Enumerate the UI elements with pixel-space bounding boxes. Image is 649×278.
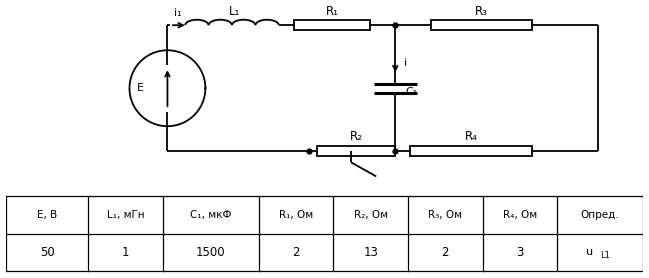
Text: i₁: i₁ [174, 8, 181, 18]
Bar [410, 146, 532, 156]
Text: R₃: R₃ [475, 5, 488, 18]
Text: R₁: R₁ [325, 5, 339, 18]
Text: L1: L1 [600, 251, 610, 260]
Text: C₁, мкФ: C₁, мкФ [190, 210, 232, 220]
Text: R₁, Ом: R₁, Ом [279, 210, 313, 220]
Text: L₁, мГн: L₁, мГн [106, 210, 144, 220]
Text: E, В: E, В [37, 210, 58, 220]
Text: E: E [138, 83, 144, 93]
Bar [317, 146, 395, 156]
Text: 13: 13 [363, 246, 378, 259]
Text: 3: 3 [516, 246, 524, 259]
Text: u: u [587, 247, 594, 257]
Text: Опред.: Опред. [581, 210, 619, 220]
Bar [431, 20, 532, 30]
Text: R₂, Ом: R₂, Ом [354, 210, 387, 220]
Text: C₁: C₁ [406, 86, 417, 96]
Text: 2: 2 [441, 246, 449, 259]
Text: 1500: 1500 [196, 246, 226, 259]
Text: 2: 2 [292, 246, 300, 259]
Text: 1: 1 [122, 246, 129, 259]
Text: L₁: L₁ [229, 5, 240, 18]
Text: R₂: R₂ [350, 130, 362, 143]
Text: R₄, Ом: R₄, Ом [503, 210, 537, 220]
Text: R₄: R₄ [465, 130, 478, 143]
Text: i: i [404, 58, 408, 68]
Bar [294, 20, 370, 30]
Text: 50: 50 [40, 246, 55, 259]
Text: R₃, Ом: R₃, Ом [428, 210, 462, 220]
